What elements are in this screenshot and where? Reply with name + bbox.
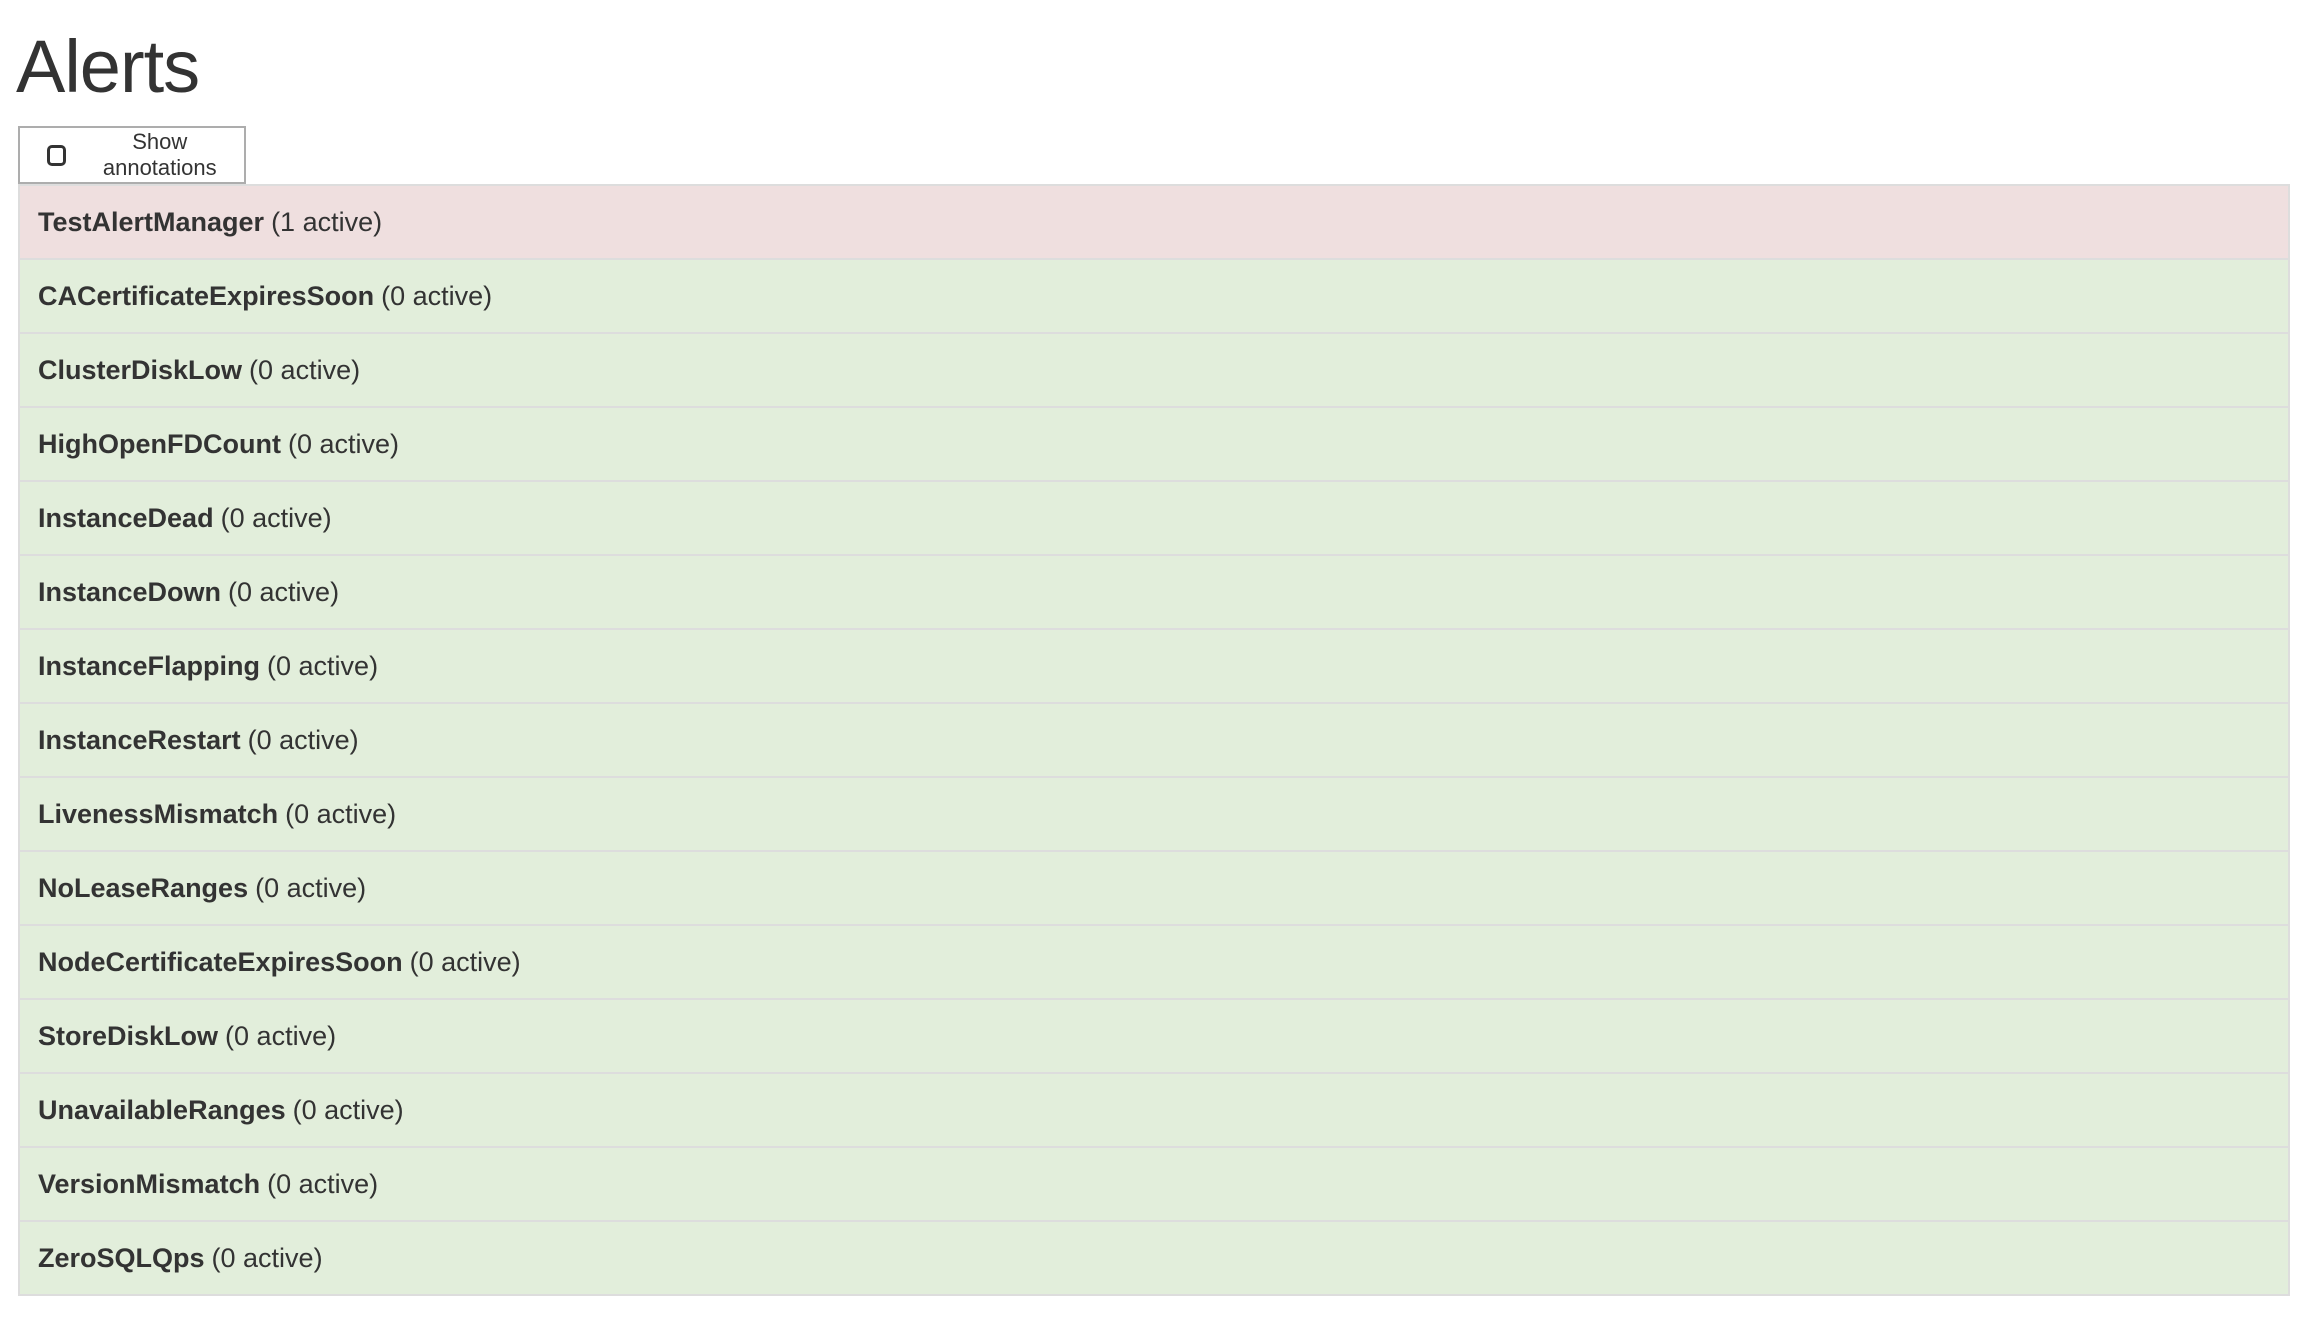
alert-active-count: (0 active) [247,724,359,755]
alert-name: NodeCertificateExpiresSoon [38,946,403,977]
alert-row[interactable]: InstanceFlapping (0 active) [20,628,2288,702]
alert-active-count: (0 active) [255,872,367,903]
alert-name: HighOpenFDCount [38,428,281,459]
alert-active-count: (0 active) [211,1242,323,1273]
alert-row[interactable]: InstanceDead (0 active) [20,480,2288,554]
alert-active-count: (0 active) [225,1020,337,1051]
alert-row[interactable]: InstanceRestart (0 active) [20,702,2288,776]
alert-active-count: (0 active) [381,280,493,311]
alert-name: ZeroSQLQps [38,1242,205,1273]
alert-name: InstanceDown [38,576,222,607]
alert-row[interactable]: ZeroSQLQps (0 active) [20,1220,2288,1294]
alert-row[interactable]: ClusterDiskLow (0 active) [20,332,2288,406]
alert-row[interactable]: HighOpenFDCount (0 active) [20,406,2288,480]
alert-active-count: (0 active) [409,946,521,977]
alert-active-count: (0 active) [287,428,399,459]
alert-name: TestAlertManager [38,206,265,237]
alert-list: TestAlertManager (1 active) CACertificateE… [18,184,2290,1296]
alert-name: StoreDiskLow [38,1020,219,1051]
alert-name: NoLeaseRanges [38,872,249,903]
alert-name: InstanceRestart [38,724,241,755]
alert-row[interactable]: UnavailableRanges (0 active) [20,1072,2288,1146]
alert-active-count: (0 active) [249,354,361,385]
alert-row[interactable]: NoLeaseRanges (0 active) [20,850,2288,924]
alert-row[interactable]: InstanceDown (0 active) [20,554,2288,628]
alert-active-count: (0 active) [267,1168,379,1199]
show-annotations-button[interactable]: Show annotations [18,126,246,184]
alert-row[interactable]: StoreDiskLow (0 active) [20,998,2288,1072]
alert-row[interactable]: CACertificateExpiresSoon (0 active) [20,258,2288,332]
alert-row[interactable]: VersionMismatch (0 active) [20,1146,2288,1220]
alert-name: InstanceFlapping [38,650,261,681]
alert-row[interactable]: TestAlertManager (1 active) [20,184,2288,258]
alert-row[interactable]: NodeCertificateExpiresSoon (0 active) [20,924,2288,998]
alert-active-count: (0 active) [285,798,397,829]
alert-name: ClusterDiskLow [38,354,243,385]
alert-active-count: (0 active) [292,1094,404,1125]
page-title: Alerts [16,25,200,108]
alert-name: VersionMismatch [38,1168,261,1199]
alert-row[interactable]: LivenessMismatch (0 active) [20,776,2288,850]
alert-active-count: (0 active) [267,650,379,681]
alert-name: LivenessMismatch [38,798,279,829]
alert-active-count: (1 active) [271,206,383,237]
checkbox-icon[interactable] [47,144,67,166]
alert-name: InstanceDead [38,502,214,533]
show-annotations-label: Show annotations [102,129,217,180]
alert-name: CACertificateExpiresSoon [38,280,375,311]
alert-active-count: (0 active) [220,502,332,533]
alert-active-count: (0 active) [228,576,340,607]
alert-name: UnavailableRanges [38,1094,286,1125]
